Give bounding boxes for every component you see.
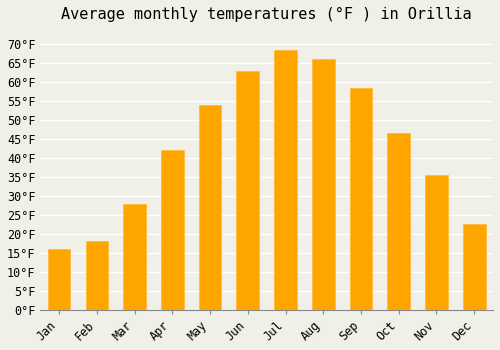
Bar xyxy=(124,203,146,310)
Bar xyxy=(312,60,334,310)
Bar xyxy=(86,241,108,310)
Bar xyxy=(388,133,410,310)
Bar xyxy=(274,50,297,310)
Bar xyxy=(48,249,70,310)
Bar xyxy=(161,150,184,310)
Bar xyxy=(236,71,259,310)
Bar xyxy=(199,105,222,310)
Bar xyxy=(350,88,372,310)
Bar xyxy=(425,175,448,310)
Title: Average monthly temperatures (°F ) in Orillia: Average monthly temperatures (°F ) in Or… xyxy=(62,7,472,22)
Bar xyxy=(463,224,485,310)
